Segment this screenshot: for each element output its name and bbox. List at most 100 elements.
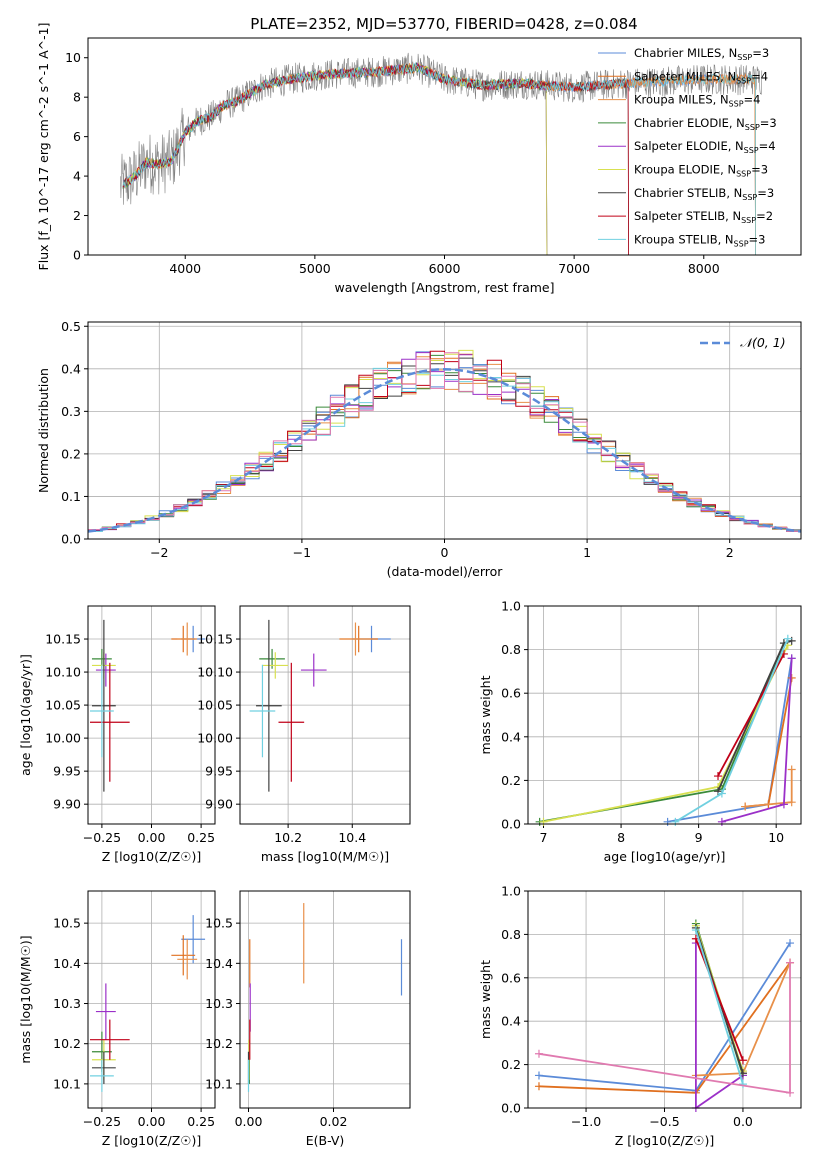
residuals-ytick-label: 0.3 bbox=[61, 404, 81, 419]
weight_vs_z-series-line bbox=[695, 943, 744, 1108]
mass_vs_z-xtick-label: −0.25 bbox=[83, 1114, 121, 1129]
spectrum-model-line bbox=[122, 62, 629, 255]
residuals-ytick-label: 0.5 bbox=[61, 319, 81, 334]
mass_vs_ebv-ytick-label: 10.1 bbox=[205, 1076, 233, 1091]
age_vs_mass-frame bbox=[239, 605, 411, 825]
weight_vs_age-point-marker bbox=[539, 817, 548, 826]
legend-value: =4 bbox=[744, 93, 761, 107]
spectrum-legend-label: Kroupa MILES, NSSP=4 bbox=[634, 93, 760, 109]
weight_vs_z-point-marker bbox=[691, 926, 700, 935]
weight_vs_age-frame bbox=[527, 605, 802, 825]
weight_vs_age-series-line bbox=[667, 658, 793, 823]
spectrum-ytick-label: 8 bbox=[73, 90, 81, 105]
residuals-xtick-label: −1 bbox=[293, 545, 311, 560]
weight_vs_z-point-marker bbox=[786, 1088, 795, 1097]
spectrum-xtick-label: 8000 bbox=[688, 261, 720, 276]
weight_vs_z-ytick-label: 0.2 bbox=[501, 1057, 521, 1072]
mass_vs_ebv-ytick-label: 10.5 bbox=[205, 916, 233, 931]
figure-title: PLATE=2352, MJD=53770, FIBERID=0428, z=0… bbox=[250, 15, 637, 33]
weight_vs_age-ytick-label: 0.2 bbox=[501, 773, 521, 788]
age_vs_mass-ytick-label: 10.00 bbox=[197, 731, 233, 746]
age_vs_z-xtick-label: 0.25 bbox=[187, 830, 215, 845]
spectrum-xtick-label: 4000 bbox=[169, 261, 201, 276]
age_vs_z-ytick-label: 10.15 bbox=[45, 632, 81, 647]
age_vs_mass-ytick-label: 10.10 bbox=[197, 665, 233, 680]
weight_vs_age-point-marker bbox=[671, 817, 680, 826]
spectrum-axes: 4000 5000 6000 7000 8000 0 2 4 6 8 10 wavelength [A… bbox=[36, 23, 720, 295]
weight_vs_age-ytick-label: 0.6 bbox=[501, 686, 521, 701]
mass_vs_ebv-xlabel: E(B-V) bbox=[306, 1133, 345, 1148]
weight_vs_age-series-line bbox=[543, 644, 789, 823]
weight_vs_age-point-marker bbox=[717, 817, 726, 826]
mass_vs_z-ytick-label: 10.2 bbox=[53, 1036, 81, 1051]
residual-hist-step bbox=[88, 352, 801, 532]
mass_vs_z-ytick-label: 10.5 bbox=[53, 916, 81, 931]
weight_vs_age-ytick-label: 0.0 bbox=[501, 817, 521, 832]
weight_vs_z-series-line bbox=[695, 929, 744, 1085]
mass_vs_ebv-axes: 0.00 0.02 10.1 10.2 10.3 10.4 10.5 E(B-V) bbox=[205, 891, 410, 1148]
weight_vs_age-point-marker bbox=[714, 772, 723, 781]
weight_vs_z-ytick-label: 0.4 bbox=[501, 1014, 521, 1029]
weight_vs_age-point-marker bbox=[717, 789, 726, 798]
residuals-frame bbox=[87, 321, 802, 540]
spectrum-legend-label: Kroupa ELODIE, NSSP=3 bbox=[634, 163, 768, 179]
legend-value: =4 bbox=[759, 139, 776, 153]
legend-subscript: SSP bbox=[742, 193, 757, 202]
weight_vs_z-series-line bbox=[695, 938, 744, 1061]
spectrum-frame bbox=[87, 37, 802, 256]
spectrum-xtick-label: 5000 bbox=[299, 261, 331, 276]
weight_vs_z-ytick-label: 1.0 bbox=[501, 884, 521, 899]
legend-subscript: SSP bbox=[736, 76, 751, 85]
spectrum-xlabel: wavelength [Angstrom, rest frame] bbox=[334, 280, 554, 295]
weight_vs_z-xlabel: Z [log10(Z/Z☉)] bbox=[615, 1133, 715, 1148]
legend-subscript: SSP bbox=[737, 53, 752, 62]
spectrum-ytick-label: 2 bbox=[73, 208, 81, 223]
weight_vs_z-ylabel: mass weight bbox=[478, 960, 493, 1039]
residuals-ytick-label: 0.1 bbox=[61, 489, 81, 504]
residuals-xtick-label: −2 bbox=[150, 545, 168, 560]
weight_vs_age-xlabel: age [log10(age/yr)] bbox=[604, 849, 726, 864]
legend-subscript: SSP bbox=[734, 239, 749, 248]
weight_vs_age-point-marker bbox=[787, 798, 796, 807]
mass_vs_z-ylabel: mass [log10(M/M☉)] bbox=[18, 935, 33, 1063]
residuals-axes: −2 −1 0 1 2 0.0 0.1 0.2 0.3 0.4 0.5 (data-model)/er… bbox=[36, 319, 801, 579]
spectrum-model-line bbox=[122, 64, 629, 255]
legend-value: =3 bbox=[749, 232, 766, 246]
weight_vs_age-ytick-label: 0.8 bbox=[501, 642, 521, 657]
spectrum-ytick-label: 6 bbox=[73, 129, 81, 144]
weight_vs_age-xtick-label: 10 bbox=[768, 830, 784, 845]
legend-value: =3 bbox=[760, 116, 777, 130]
age_vs_z-ytick-label: 9.95 bbox=[53, 764, 81, 779]
residual-legend-label: 𝒩(0, 1) bbox=[740, 335, 786, 350]
mass_vs_ebv-frame bbox=[239, 890, 411, 1109]
mass_vs_z-xtick-label: 0.25 bbox=[187, 1114, 215, 1129]
normal-curve-line bbox=[88, 368, 801, 533]
age_vs_z-xtick-label: 0.00 bbox=[138, 830, 166, 845]
spectrum-model-line bbox=[122, 64, 548, 255]
spectrum-legend-label: Kroupa STELIB, NSSP=3 bbox=[634, 232, 765, 248]
age_vs_mass-xtick-label: 10.2 bbox=[274, 830, 302, 845]
weight_vs_age-xtick-label: 7 bbox=[540, 830, 548, 845]
age_vs_z-xlabel: Z [log10(Z/Z☉)] bbox=[102, 849, 202, 864]
spectrum-model-line bbox=[122, 61, 756, 255]
age_vs_mass-ytick-label: 9.95 bbox=[205, 764, 233, 779]
weight_vs_age-xtick-label: 9 bbox=[695, 830, 703, 845]
mass_vs_z-axes: −0.25 0.00 0.25 10.1 10.2 10.3 10.4 10.5 Z [log1… bbox=[18, 891, 215, 1148]
age_vs_z-axes: −0.25 0.00 0.25 9.90 9.95 10.00 10.05 10.10 10.1… bbox=[18, 606, 215, 864]
age_vs_z-ytick-label: 10.05 bbox=[45, 698, 81, 713]
legend-value: =3 bbox=[751, 163, 768, 177]
weight_vs_age-point-marker bbox=[783, 634, 792, 643]
mass_vs_z-ytick-label: 10.3 bbox=[53, 996, 81, 1011]
weight_vs_z-point-marker bbox=[534, 1049, 543, 1058]
legend-value: =2 bbox=[756, 209, 773, 223]
weight_vs_age-point-marker bbox=[741, 802, 750, 811]
spectrum-legend-label: Salpeter STELIB, NSSP=2 bbox=[634, 209, 773, 225]
spectrum-xtick-label: 7000 bbox=[558, 261, 590, 276]
weight_vs_age-point-marker bbox=[787, 636, 796, 645]
mass_vs_ebv-ytick-label: 10.2 bbox=[205, 1036, 233, 1051]
age_vs_mass-xlabel: mass [log10(M/M☉)] bbox=[261, 849, 389, 864]
spectrum-legend-label: Chabrier ELODIE, NSSP=3 bbox=[634, 116, 777, 132]
age_vs_mass-axes: 10.2 10.4 9.90 9.95 10.00 10.05 10.10 10.15 mass… bbox=[197, 606, 410, 864]
weight_vs_z-xtick-label: 0.0 bbox=[733, 1114, 753, 1129]
